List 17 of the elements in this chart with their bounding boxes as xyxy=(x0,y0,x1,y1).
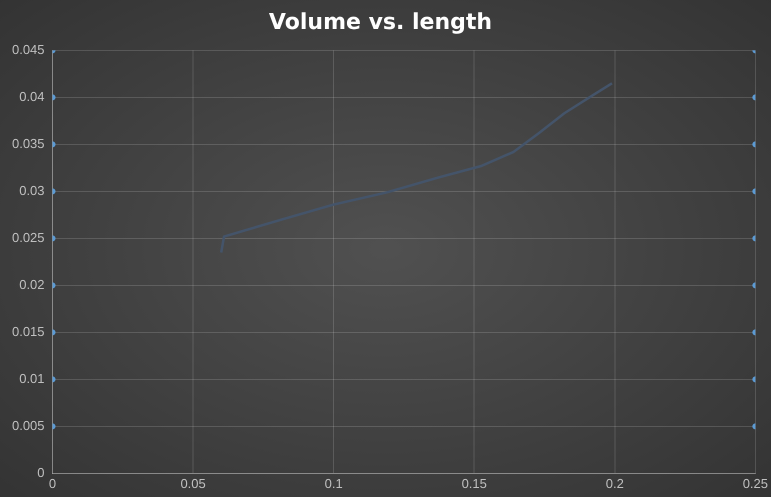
x-tick-label: 0 xyxy=(48,476,56,491)
x-tick-label: 0.2 xyxy=(606,476,624,491)
y-tick-label: 0.01 xyxy=(19,370,45,386)
y-tick-label: 0.035 xyxy=(12,136,45,151)
x-tick-label: 0.15 xyxy=(462,476,487,491)
y-tick-label: 0.025 xyxy=(12,230,45,245)
y-tick-label: 0.03 xyxy=(19,182,45,198)
y-tick-label: 0.02 xyxy=(19,276,45,292)
chart-title: Volume vs. length xyxy=(268,10,492,35)
x-tick-label: 0.25 xyxy=(742,476,768,491)
y-tick-label: 0.005 xyxy=(12,418,45,433)
x-tick-label: 0.05 xyxy=(180,476,206,491)
x-tick-label: 0.1 xyxy=(324,476,343,491)
y-tick-label: 0 xyxy=(37,464,45,480)
y-tick-label: 0.04 xyxy=(19,88,45,104)
y-tick-label: 0.015 xyxy=(12,324,45,339)
y-tick-label: 0.045 xyxy=(12,42,45,57)
